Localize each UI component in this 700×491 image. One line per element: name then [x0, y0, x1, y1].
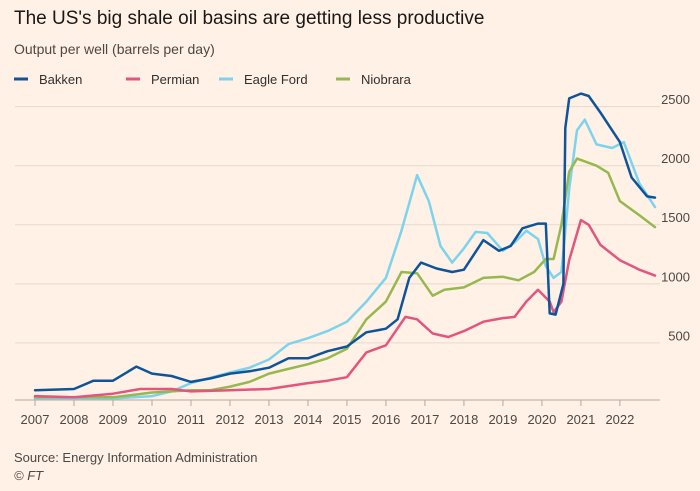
- chart-subtitle: Output per well (barrels per day): [14, 41, 215, 57]
- legend-label: Permian: [151, 72, 199, 87]
- x-tick-label: 2020: [527, 412, 556, 427]
- y-tick-label: 1500: [661, 210, 690, 225]
- y-tick-label: 2000: [661, 151, 690, 166]
- legend-label: Eagle Ford: [244, 72, 308, 87]
- y-tick-label: 2500: [661, 92, 690, 107]
- series-line: [33, 118, 657, 400]
- x-tick-label: 2009: [99, 412, 128, 427]
- credit: © FT: [14, 468, 44, 483]
- legend-label: Niobrara: [361, 72, 412, 87]
- x-tick-label: 2016: [371, 412, 400, 427]
- x-tick-label: 2021: [566, 412, 595, 427]
- x-tick-label: 2007: [21, 412, 50, 427]
- series-line: [33, 218, 657, 399]
- x-tick-label: 2014: [293, 412, 322, 427]
- x-tick-label: 2022: [605, 412, 634, 427]
- source: Source: Energy Information Administratio…: [14, 450, 258, 465]
- x-tick-label: 2018: [449, 412, 478, 427]
- x-tick-label: 2019: [488, 412, 517, 427]
- series-line: [33, 92, 657, 392]
- x-tick-label: 2017: [410, 412, 439, 427]
- x-tick-label: 2008: [60, 412, 89, 427]
- x-tick-label: 2012: [216, 412, 245, 427]
- y-tick-label: 500: [668, 328, 690, 343]
- x-tick-label: 2013: [255, 412, 284, 427]
- series-line: [33, 157, 657, 399]
- chart-title: The US's big shale oil basins are gettin…: [14, 8, 484, 29]
- x-tick-label: 2011: [177, 412, 205, 427]
- legend-label: Bakken: [39, 72, 82, 87]
- x-tick-label: 2010: [138, 412, 167, 427]
- x-tick-label: 2015: [332, 412, 361, 427]
- y-tick-label: 1000: [661, 269, 690, 284]
